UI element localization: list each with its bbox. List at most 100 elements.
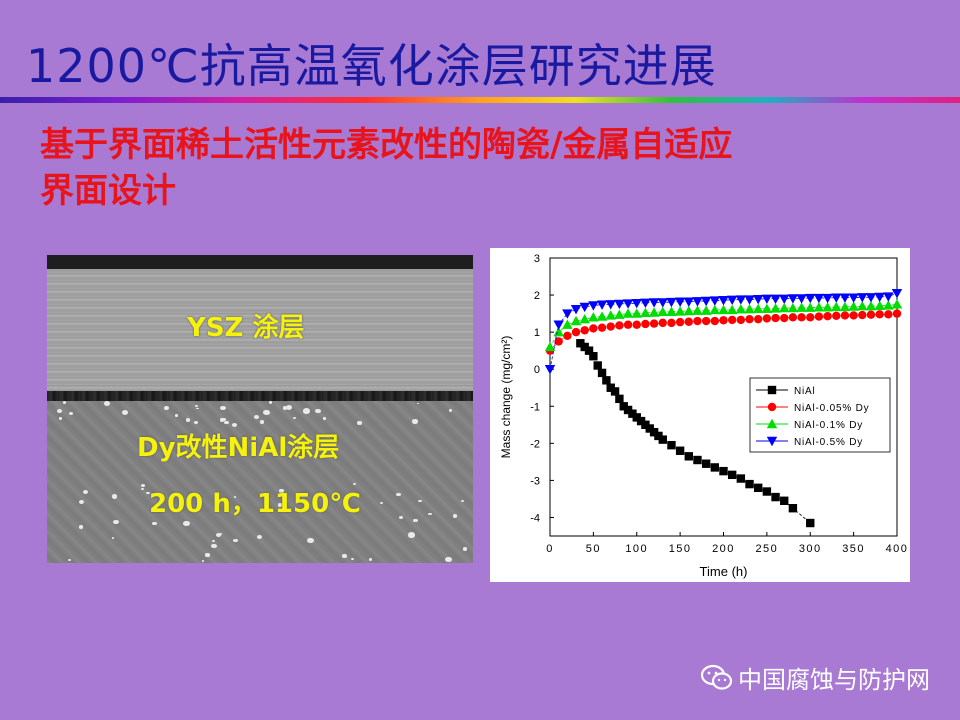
precipitate-particle (185, 418, 191, 422)
precipitate-particle (233, 496, 237, 499)
data-point-0 (771, 492, 780, 502)
legend-label: NiAl-0.1% Dy (794, 420, 863, 431)
data-point-1 (849, 311, 858, 320)
data-point-3 (579, 302, 590, 313)
data-point-2 (657, 306, 668, 316)
data-point-3 (648, 298, 660, 308)
micrograph-ysz-layer (47, 269, 473, 393)
precipitate-particle (141, 488, 144, 491)
precipitate-particle (113, 519, 119, 525)
precipitate-particle (232, 422, 238, 427)
data-point-2 (709, 304, 721, 315)
legend-marker-3 (766, 436, 778, 447)
y-tick-label: 3 (534, 253, 540, 265)
x-tick-label: 300 (799, 543, 822, 555)
data-point-0 (619, 402, 628, 411)
data-point-3 (805, 293, 816, 304)
data-point-2 (865, 300, 877, 311)
data-point-1 (806, 313, 815, 322)
mass-change-chart: 0 50 100 150 200 250 300 350 400 -4 -3 -2 -1 0 1 2 3 Time… (499, 253, 909, 579)
micrograph-image: YSZ 涂层 Dy改性NiAl涂层 200 h，1150℃ (47, 255, 473, 563)
data-point-3 (553, 320, 564, 330)
precipitate-particle (285, 404, 293, 410)
precipitate-particle (201, 560, 205, 563)
micrograph-interface-line (47, 391, 473, 401)
data-point-2 (805, 302, 816, 312)
data-point-1 (701, 316, 711, 326)
data-point-3 (640, 298, 651, 309)
data-point-1 (693, 316, 702, 326)
data-point-2 (605, 310, 616, 320)
data-point-0 (606, 383, 615, 392)
x-tick-label: 250 (755, 543, 778, 555)
data-point-2 (883, 300, 894, 310)
precipitate-particle (292, 416, 297, 420)
precipitate-particle (78, 525, 83, 529)
data-point-0 (615, 394, 624, 404)
data-point-1 (641, 319, 650, 329)
data-point-3 (700, 296, 712, 307)
data-point-3 (544, 365, 556, 375)
data-point-2 (718, 304, 729, 315)
y-tick-label: -1 (530, 401, 540, 413)
data-point-0 (745, 479, 754, 489)
data-point-3 (674, 297, 686, 307)
data-point-2 (579, 313, 590, 324)
x-tick-label: 100 (625, 543, 648, 555)
data-point-0 (701, 459, 711, 468)
data-point-2 (744, 303, 755, 314)
data-point-1 (754, 314, 763, 324)
data-point-2 (553, 326, 564, 337)
data-point-2 (813, 302, 825, 312)
micrograph-bond-layer (47, 401, 473, 563)
precipitate-particle (445, 556, 452, 562)
data-point-1 (814, 312, 824, 321)
precipitate-particle (417, 402, 420, 405)
precipitate-particle (342, 554, 347, 558)
data-point-1 (675, 317, 685, 327)
data-point-2 (692, 305, 703, 315)
legend-label: NiAl-0.05% Dy (794, 403, 869, 414)
x-tick-label: 400 (886, 543, 909, 555)
data-point-1 (658, 318, 667, 328)
data-point-1 (684, 317, 693, 326)
precipitate-particle (211, 543, 217, 548)
data-point-1 (563, 331, 572, 341)
data-point-2 (640, 307, 651, 318)
precipitate-particle (224, 420, 229, 425)
x-tick-label: 50 (586, 543, 601, 555)
data-point-1 (632, 320, 641, 329)
rainbow-divider (0, 97, 960, 103)
data-point-3 (692, 297, 703, 307)
data-point-3 (562, 309, 573, 319)
precipitate-particle (460, 499, 464, 502)
data-point-1 (788, 313, 798, 322)
data-point-3 (744, 295, 755, 305)
data-point-1 (580, 326, 589, 335)
data-point-3 (753, 294, 764, 305)
data-point-3 (614, 299, 625, 310)
precipitate-particle (111, 536, 114, 539)
x-axis-label: Time (h) (700, 564, 748, 579)
data-point-2 (648, 307, 660, 317)
data-point-0 (667, 440, 676, 450)
data-point-3 (779, 294, 790, 304)
data-point-0 (675, 446, 685, 455)
precipitate-particle (83, 489, 89, 494)
data-point-2 (622, 308, 634, 318)
data-point-0 (806, 518, 815, 528)
data-point-1 (606, 322, 615, 331)
subtitle-line-1: 基于界面稀土活性元素改性的陶瓷/金属自适应 (40, 125, 733, 165)
data-point-1 (615, 321, 624, 330)
precipitate-particle (212, 539, 216, 543)
data-point-0 (580, 342, 589, 352)
precipitate-particle (221, 417, 226, 422)
precipitate-particle (62, 401, 66, 404)
data-point-3 (735, 295, 747, 305)
precipitate-particle (256, 535, 262, 540)
data-point-2 (544, 341, 556, 352)
data-point-1 (597, 323, 607, 332)
precipitate-particle (57, 408, 62, 413)
data-point-2 (726, 304, 738, 315)
precipitate-particle (121, 410, 129, 416)
